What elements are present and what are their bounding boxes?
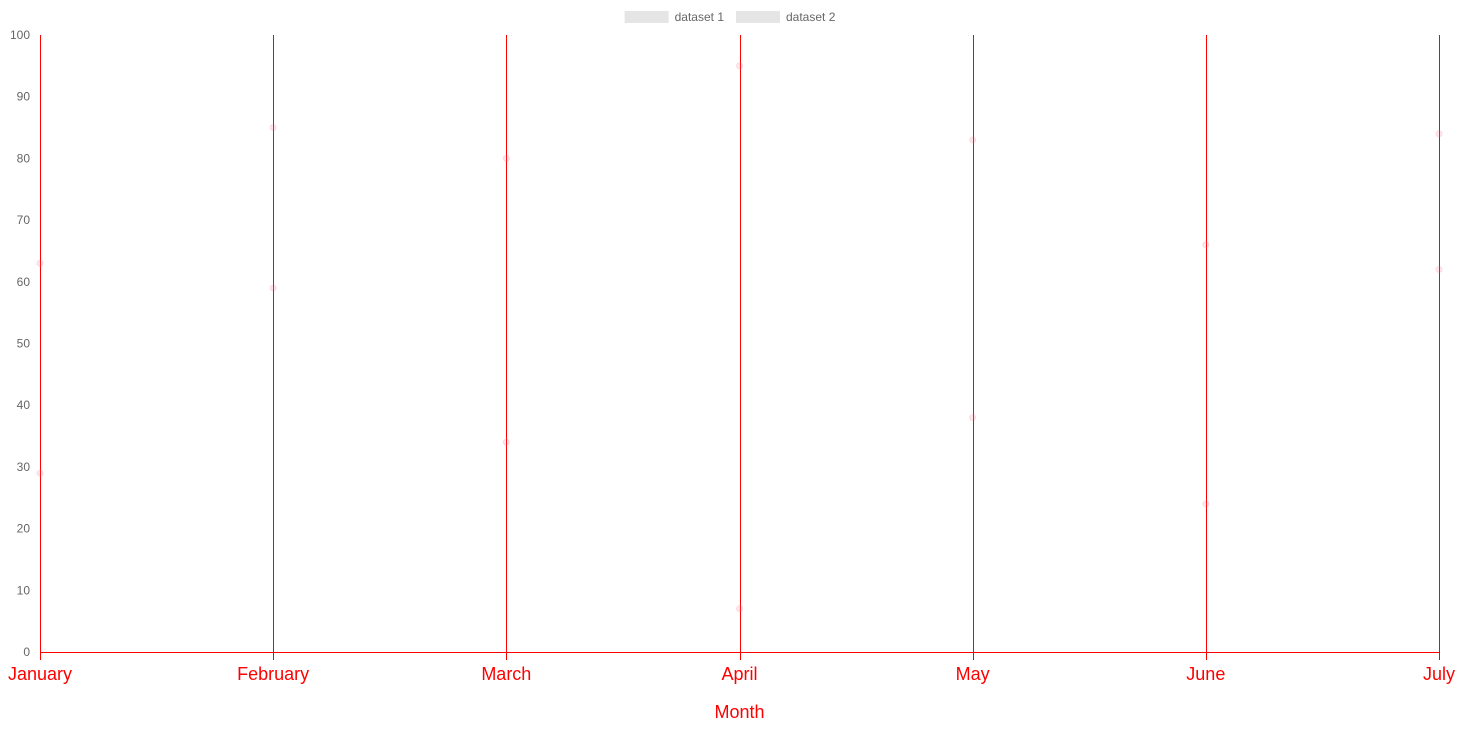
data-points: [36, 62, 1443, 613]
x-tick-label: July: [1423, 664, 1455, 684]
legend-label: dataset 1: [675, 10, 725, 24]
y-tick-label: 80: [17, 151, 31, 165]
legend[interactable]: dataset 1 dataset 2: [624, 10, 836, 24]
y-tick-label: 20: [17, 522, 31, 536]
y-tick-label: 90: [17, 90, 31, 104]
x-axis-title: Month: [714, 702, 764, 722]
y-tick-label: 100: [10, 28, 30, 42]
data-point[interactable]: [736, 62, 743, 70]
data-point[interactable]: [1435, 265, 1443, 273]
x-grid-lines: [40, 35, 1440, 660]
data-point[interactable]: [36, 259, 44, 267]
data-point[interactable]: [502, 438, 510, 446]
legend-swatch: [736, 11, 780, 23]
data-point[interactable]: [969, 136, 977, 144]
x-tick-label: February: [237, 664, 309, 684]
data-point[interactable]: [1202, 241, 1210, 249]
x-axis: January February March April May June July: [8, 652, 1455, 684]
data-point[interactable]: [736, 605, 743, 613]
y-tick-label: 10: [17, 583, 31, 597]
data-point[interactable]: [1202, 500, 1210, 508]
x-tick-label: March: [481, 664, 531, 684]
legend-label: dataset 2: [786, 10, 836, 24]
y-tick-label: 70: [17, 213, 31, 227]
y-tick-label: 50: [17, 337, 31, 351]
x-tick-label: June: [1186, 664, 1225, 684]
legend-item[interactable]: dataset 1: [624, 10, 725, 24]
legend-item[interactable]: dataset 2: [736, 10, 836, 24]
y-tick-label: 0: [23, 645, 30, 659]
data-point[interactable]: [1435, 130, 1443, 138]
y-tick-label: 40: [17, 398, 31, 412]
data-point[interactable]: [969, 414, 977, 422]
data-point[interactable]: [502, 154, 510, 162]
x-tick-label: January: [8, 664, 72, 684]
x-tick-label: April: [721, 664, 757, 684]
y-tick-label: 60: [17, 275, 31, 289]
x-tick-label: May: [956, 664, 990, 684]
data-point[interactable]: [36, 469, 44, 477]
legend-swatch: [624, 11, 669, 23]
y-axis: 0 10 20 30 40 50 60 70 80 90 100: [10, 28, 30, 659]
data-point[interactable]: [269, 284, 277, 292]
y-tick-label: 30: [17, 460, 31, 474]
data-point[interactable]: [269, 124, 277, 132]
